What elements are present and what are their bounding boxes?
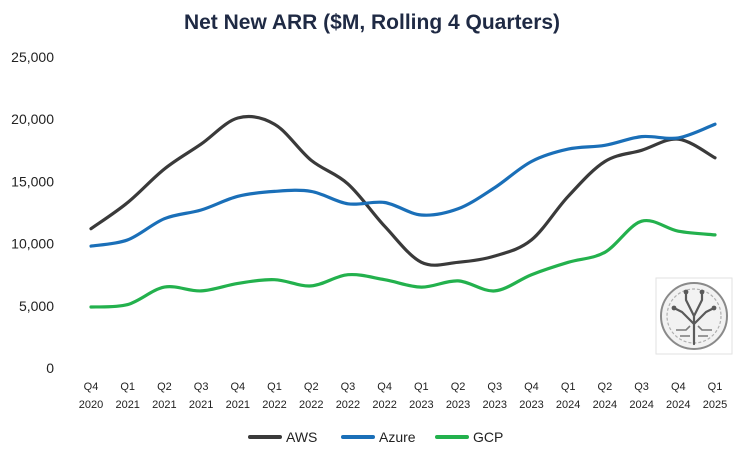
y-tick-label: 0 xyxy=(46,360,54,376)
x-tick-quarter: Q1 xyxy=(561,381,576,393)
legend-label-aws: AWS xyxy=(286,429,317,445)
x-tick-quarter: Q4 xyxy=(524,381,539,393)
x-tick-quarter: Q1 xyxy=(414,381,429,393)
x-tick-year: 2021 xyxy=(189,399,213,411)
x-tick-year: 2023 xyxy=(409,399,433,411)
x-tick-year: 2022 xyxy=(372,399,396,411)
legend-label-azure: Azure xyxy=(379,429,416,445)
x-tick-year: 2021 xyxy=(226,399,250,411)
chart-title: Net New ARR ($M, Rolling 4 Quarters) xyxy=(184,11,560,34)
x-tick-quarter: Q3 xyxy=(634,381,649,393)
x-tick-quarter: Q3 xyxy=(487,381,502,393)
x-tick-quarter: Q4 xyxy=(377,381,392,393)
x-tick-year: 2021 xyxy=(115,399,139,411)
x-tick-year: 2022 xyxy=(262,399,286,411)
x-axis: Q4 2020 Q1 2021 Q2 2021 Q3 2021 Q4 2021 Q1 2022 Q2 20… xyxy=(79,381,727,411)
x-tick-year: 2023 xyxy=(446,399,470,411)
x-tick-quarter: Q4 xyxy=(230,381,245,393)
x-tick-year: 2025 xyxy=(703,399,727,411)
series-line-gcp xyxy=(89,218,717,309)
x-tick-quarter: Q2 xyxy=(157,381,172,393)
x-tick-year: 2022 xyxy=(299,399,323,411)
y-tick-label: 15,000 xyxy=(11,173,54,189)
x-tick-quarter: Q1 xyxy=(708,381,723,393)
x-tick-year: 2024 xyxy=(556,399,580,411)
circuit-tree-logo-icon xyxy=(655,277,733,355)
series-line-azure xyxy=(89,122,717,248)
x-tick-quarter: Q4 xyxy=(84,381,99,393)
y-tick-label: 5,000 xyxy=(19,298,54,314)
x-tick-quarter: Q3 xyxy=(194,381,209,393)
x-tick-quarter: Q2 xyxy=(304,381,319,393)
x-tick-year: 2022 xyxy=(336,399,360,411)
legend: AWS Azure GCP xyxy=(248,429,503,445)
y-tick-label: 10,000 xyxy=(11,236,54,252)
y-tick-label: 25,000 xyxy=(11,49,54,65)
x-tick-quarter: Q1 xyxy=(120,381,135,393)
x-tick-year: 2023 xyxy=(483,399,507,411)
x-tick-quarter: Q2 xyxy=(598,381,613,393)
x-tick-year: 2024 xyxy=(593,399,617,411)
x-tick-year: 2023 xyxy=(519,399,543,411)
x-tick-year: 2021 xyxy=(152,399,176,411)
y-tick-label: 20,000 xyxy=(11,111,54,127)
series-lines xyxy=(89,114,717,309)
x-tick-quarter: Q1 xyxy=(267,381,282,393)
x-tick-year: 2024 xyxy=(666,399,690,411)
x-tick-quarter: Q3 xyxy=(341,381,356,393)
x-tick-quarter: Q4 xyxy=(671,381,686,393)
legend-label-gcp: GCP xyxy=(473,429,503,445)
y-axis: 0 5,000 10,000 15,000 20,000 25,000 xyxy=(11,49,54,376)
x-tick-quarter: Q2 xyxy=(451,381,466,393)
x-tick-year: 2024 xyxy=(629,399,653,411)
series-line-aws xyxy=(89,114,717,267)
x-tick-year: 2020 xyxy=(79,399,103,411)
